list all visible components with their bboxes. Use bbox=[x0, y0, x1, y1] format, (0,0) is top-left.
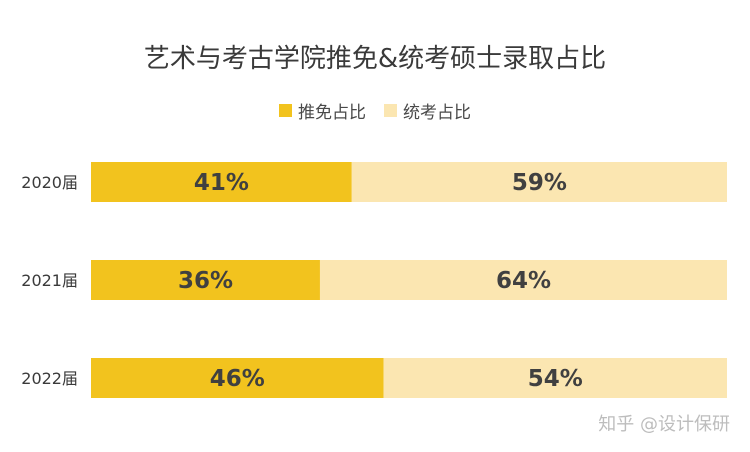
bar-recommend bbox=[91, 260, 320, 300]
bar-exam bbox=[351, 162, 727, 202]
bar-exam bbox=[383, 358, 727, 398]
data-label: 46% bbox=[210, 366, 265, 392]
category-label: 2021届 bbox=[21, 271, 78, 290]
chart-title: 艺术与考古学院推免&统考硕士录取占比 bbox=[143, 44, 607, 74]
bar-recommend bbox=[91, 358, 384, 398]
legend-label-recommend: 推免占比 bbox=[298, 103, 366, 123]
chart-legend: 推免占比 统考占比 bbox=[0, 98, 750, 123]
data-label: 64% bbox=[496, 268, 551, 294]
bar-recommend bbox=[91, 162, 352, 202]
data-label: 36% bbox=[178, 268, 233, 294]
bar-exam bbox=[319, 260, 727, 300]
legend-item-exam: 统考占比 bbox=[384, 98, 471, 123]
category-label: 2022届 bbox=[21, 369, 78, 388]
legend-swatch-recommend bbox=[279, 104, 292, 117]
legend-item-recommend: 推免占比 bbox=[279, 98, 366, 123]
legend-swatch-exam bbox=[384, 104, 397, 117]
data-label: 41% bbox=[194, 170, 249, 196]
category-label: 2020届 bbox=[21, 173, 78, 192]
data-label: 59% bbox=[512, 170, 567, 196]
legend-label-exam: 统考占比 bbox=[403, 103, 471, 123]
data-label: 54% bbox=[528, 366, 583, 392]
watermark: 知乎 @设计保研 bbox=[598, 414, 730, 435]
